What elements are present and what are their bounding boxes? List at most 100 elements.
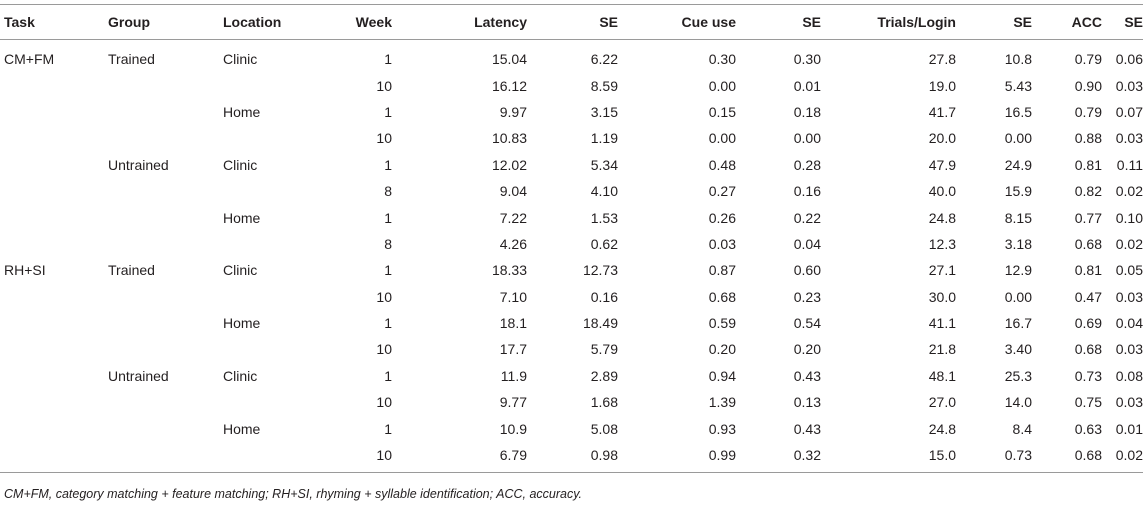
cell-cue-use-se: 0.16 bbox=[793, 183, 821, 200]
cell-cue-use-se: 0.23 bbox=[793, 288, 821, 305]
cell-trials-se: 0.00 bbox=[1004, 130, 1032, 147]
cell-cue-use: 0.15 bbox=[708, 103, 736, 120]
cell-group: Untrained bbox=[108, 367, 169, 384]
cell-trials-se: 15.9 bbox=[1004, 183, 1032, 200]
cell-location bbox=[223, 231, 333, 257]
cell-trials-login: 15.0 bbox=[821, 441, 956, 474]
cell-task bbox=[0, 441, 108, 474]
cell-trials-se: 24.9 bbox=[1004, 156, 1032, 173]
cell-trials-se: 8.15 bbox=[1004, 209, 1032, 226]
table-row: 8 9.04 4.10 0.27 0.16 40.0 15.9 0.82 0.02 bbox=[0, 178, 1143, 204]
cell-latency: 6.79 bbox=[392, 441, 527, 474]
cell-acc: 0.75 bbox=[1074, 394, 1102, 411]
table-row: 10 16.12 8.59 0.00 0.01 19.0 5.43 0.90 0.03 bbox=[0, 72, 1143, 98]
cell-task bbox=[0, 125, 108, 151]
cell-trials-se: 0.00 bbox=[1004, 288, 1032, 305]
cell-week: 10 bbox=[376, 77, 392, 94]
cell-acc-se: 0.02 bbox=[1102, 441, 1143, 474]
cell-acc: 0.63 bbox=[1074, 420, 1102, 437]
cell-cue-use-se: 0.54 bbox=[793, 315, 821, 332]
cell-group bbox=[108, 310, 223, 336]
cell-week: 1 bbox=[384, 103, 392, 120]
cell-week: 10 bbox=[376, 394, 392, 411]
cell-latency: 9.97 bbox=[499, 103, 527, 120]
table-row: Home 1 10.9 5.08 0.93 0.43 24.8 8.4 0.63 0.01 bbox=[0, 415, 1143, 441]
table-row: 10 17.7 5.79 0.20 0.20 21.8 3.40 0.68 0.03 bbox=[0, 336, 1143, 362]
cell-latency-se: 2.89 bbox=[590, 367, 618, 384]
cell-latency-se: 0.16 bbox=[590, 288, 618, 305]
table-row: Home 1 9.97 3.15 0.15 0.18 41.7 16.5 0.79 0.07 bbox=[0, 99, 1143, 125]
cell-trials-login: 30.0 bbox=[928, 288, 956, 305]
cell-trials-se: 3.40 bbox=[1004, 341, 1032, 358]
header-cue-use-se: SE bbox=[736, 4, 821, 40]
cell-acc: 0.69 bbox=[1074, 315, 1102, 332]
cell-location: Home bbox=[223, 420, 261, 437]
cell-task bbox=[0, 336, 108, 362]
cell-latency: 12.02 bbox=[491, 156, 527, 173]
cell-trials-login: 27.8 bbox=[928, 51, 956, 68]
cell-cue-use-se: 0.32 bbox=[736, 441, 821, 474]
cell-acc-se: 0.03 bbox=[1115, 341, 1143, 358]
cell-group bbox=[108, 231, 223, 257]
cell-acc: 0.79 bbox=[1074, 103, 1102, 120]
cell-task bbox=[0, 310, 108, 336]
cell-task bbox=[0, 152, 108, 178]
cell-latency: 18.1 bbox=[499, 315, 527, 332]
header-trials-se: SE bbox=[956, 4, 1032, 40]
cell-latency: 7.10 bbox=[499, 288, 527, 305]
cell-latency: 15.04 bbox=[491, 51, 527, 68]
cell-group: Untrained bbox=[108, 156, 169, 173]
cell-acc: 0.81 bbox=[1074, 156, 1102, 173]
cell-cue-use: 0.20 bbox=[708, 341, 736, 358]
cell-group bbox=[108, 284, 223, 310]
cell-task bbox=[0, 415, 108, 441]
cell-location: Home bbox=[223, 209, 261, 226]
table-row: Untrained Clinic 1 12.02 5.34 0.48 0.28 47.9 24.… bbox=[0, 152, 1143, 178]
cell-trials-se: 25.3 bbox=[1004, 367, 1032, 384]
cell-group bbox=[108, 441, 223, 474]
table-row: Untrained Clinic 1 11.9 2.89 0.94 0.43 48.1 25.3… bbox=[0, 363, 1143, 389]
cell-trials-login: 19.0 bbox=[928, 77, 956, 94]
cell-latency-se: 5.08 bbox=[590, 420, 618, 437]
cell-cue-use: 0.00 bbox=[708, 77, 736, 94]
cell-latency: 4.26 bbox=[499, 235, 527, 252]
cell-cue-use: 0.30 bbox=[708, 51, 736, 68]
cell-cue-use: 0.68 bbox=[708, 288, 736, 305]
cell-acc: 0.90 bbox=[1074, 77, 1102, 94]
cell-week: 1 bbox=[384, 51, 392, 68]
cell-group bbox=[108, 178, 223, 204]
table-row: Home 1 7.22 1.53 0.26 0.22 24.8 8.15 0.77 0.10 bbox=[0, 204, 1143, 230]
cell-acc-se: 0.05 bbox=[1115, 262, 1143, 279]
cell-latency: 11.9 bbox=[500, 367, 527, 384]
cell-group bbox=[108, 99, 223, 125]
cell-trials-se: 14.0 bbox=[1004, 394, 1032, 411]
cell-acc: 0.47 bbox=[1074, 288, 1102, 305]
cell-acc: 0.68 bbox=[1074, 235, 1102, 252]
header-cue-use: Cue use bbox=[618, 4, 736, 40]
cell-cue-use: 0.03 bbox=[708, 235, 736, 252]
cell-latency: 17.7 bbox=[499, 341, 527, 358]
cell-week: 1 bbox=[384, 262, 392, 279]
cell-trials-login: 20.0 bbox=[928, 130, 956, 147]
cell-latency-se: 18.49 bbox=[582, 315, 618, 332]
cell-latency: 16.12 bbox=[491, 77, 527, 94]
cell-task: CM+FM bbox=[4, 51, 55, 68]
cell-group bbox=[108, 389, 223, 415]
cell-trials-login: 24.8 bbox=[928, 420, 956, 437]
cell-latency-se: 1.19 bbox=[590, 130, 618, 147]
cell-cue-use-se: 0.28 bbox=[793, 156, 821, 173]
table-row: Home 1 18.1 18.49 0.59 0.54 41.1 16.7 0.69 0.04 bbox=[0, 310, 1143, 336]
cell-trials-login: 27.0 bbox=[928, 394, 956, 411]
cell-latency-se: 8.59 bbox=[590, 77, 618, 94]
cell-location: Clinic bbox=[223, 367, 258, 384]
cell-acc-se: 0.03 bbox=[1115, 130, 1143, 147]
cell-cue-use: 0.59 bbox=[708, 315, 736, 332]
cell-cue-use: 0.87 bbox=[708, 262, 736, 279]
cell-week: 1 bbox=[384, 209, 392, 226]
cell-acc-se: 0.03 bbox=[1115, 77, 1143, 94]
cell-acc: 0.82 bbox=[1074, 183, 1102, 200]
cell-cue-use-se: 0.13 bbox=[793, 394, 821, 411]
cell-cue-use: 0.00 bbox=[708, 130, 736, 147]
cell-week: 8 bbox=[384, 183, 392, 200]
